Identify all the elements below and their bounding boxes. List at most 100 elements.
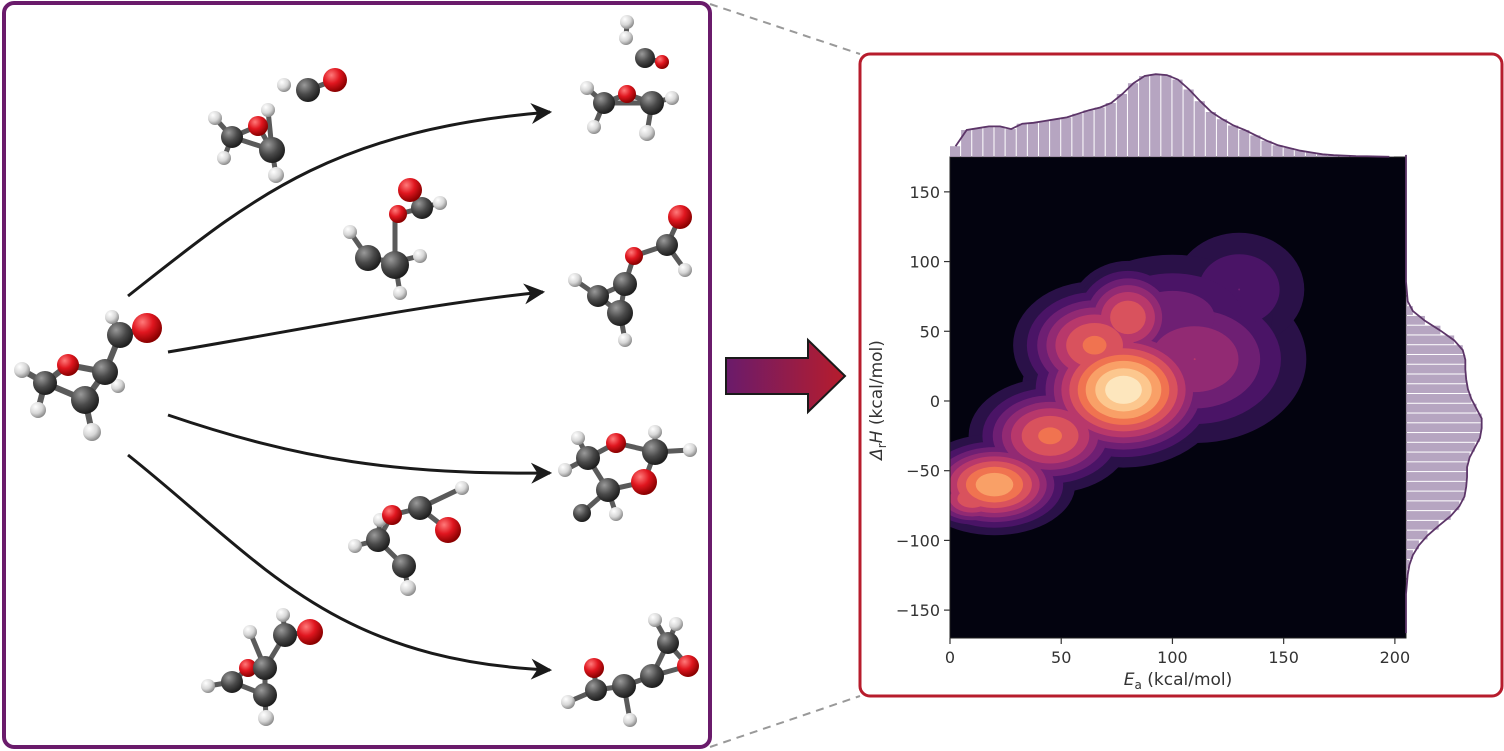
reaction-arrows bbox=[127, 103, 553, 680]
top-hist-bar bbox=[1283, 148, 1294, 157]
top-hist-bar bbox=[1216, 119, 1228, 157]
right-hist-bar bbox=[1406, 364, 1466, 374]
y-tick-label: 150 bbox=[909, 183, 940, 202]
top-hist-bar bbox=[1172, 79, 1183, 157]
x-tick-label: 150 bbox=[1268, 648, 1299, 667]
x-axis: 0 50 100 150 200 bbox=[945, 638, 1410, 667]
top-hist-bar bbox=[1294, 150, 1305, 157]
top-hist-bar bbox=[1272, 145, 1283, 157]
top-hist-bar bbox=[1250, 135, 1261, 157]
top-hist-bar bbox=[1183, 89, 1194, 157]
reaction-network-panel bbox=[2, 1, 712, 749]
kde-contour-level-7-blob-4 bbox=[975, 472, 1014, 497]
right-hist-bar bbox=[1406, 335, 1455, 345]
kde-contour-level-9-blob-0 bbox=[1105, 375, 1142, 404]
right-hist-bar bbox=[1406, 472, 1468, 481]
top-marginal-histogram bbox=[950, 73, 1394, 158]
x-tick-label: 200 bbox=[1380, 648, 1411, 667]
reactant-molecule bbox=[14, 310, 162, 441]
right-hist-bar bbox=[1406, 442, 1475, 452]
top-hist-bar bbox=[1328, 155, 1339, 157]
top-hist-bar bbox=[1194, 101, 1205, 157]
zoom-connector-top bbox=[709, 3, 861, 55]
top-hist-bar bbox=[1016, 123, 1027, 157]
right-hist-bar bbox=[1406, 306, 1413, 315]
right-hist-bar bbox=[1406, 491, 1465, 501]
product-molecule-1 bbox=[580, 15, 679, 141]
kde-contour-level-6-blob-1 bbox=[1082, 335, 1107, 355]
top-hist-bar bbox=[1317, 154, 1328, 157]
top-hist-bar bbox=[1150, 74, 1161, 157]
right-hist-bar bbox=[1406, 403, 1477, 413]
arrow-to-product-1 bbox=[127, 103, 553, 298]
y-tick-label: 100 bbox=[909, 253, 940, 272]
top-hist-bar bbox=[1038, 121, 1050, 157]
top-hist-bar bbox=[1050, 119, 1061, 157]
top-hist-bar bbox=[1228, 125, 1239, 157]
transition-arrow bbox=[725, 337, 847, 415]
right-hist-bar bbox=[1406, 345, 1463, 354]
y-tick-label: −100 bbox=[896, 531, 940, 550]
right-hist-bar bbox=[1406, 569, 1408, 579]
top-hist-bar bbox=[950, 146, 961, 157]
top-hist-bar bbox=[983, 126, 994, 157]
zoom-connector-bottom bbox=[709, 695, 861, 748]
top-hist-bar bbox=[1105, 103, 1116, 157]
top-hist-bar bbox=[1116, 94, 1127, 157]
transition-state-3 bbox=[348, 481, 469, 596]
y-tick-label: −150 bbox=[896, 601, 940, 620]
arrow-to-product-3 bbox=[167, 413, 553, 484]
y-tick-label: −50 bbox=[906, 462, 940, 481]
right-kde-line bbox=[1405, 154, 1483, 634]
top-hist-bar bbox=[1094, 107, 1105, 157]
top-hist-bar bbox=[1161, 75, 1172, 157]
top-kde-line bbox=[954, 73, 1390, 158]
right-marginal-histogram bbox=[1405, 154, 1483, 634]
top-hist-bar bbox=[1005, 129, 1016, 157]
right-hist-bar bbox=[1406, 550, 1413, 559]
kde-contour-level-5-blob-2 bbox=[1110, 300, 1146, 335]
right-hist-bar bbox=[1406, 354, 1466, 364]
top-hist-bar bbox=[1239, 130, 1250, 157]
arrow-to-product-4 bbox=[127, 453, 553, 680]
right-hist-bar bbox=[1406, 559, 1410, 569]
y-axis-label: ΔrH (kcal/mol) bbox=[867, 340, 889, 462]
right-hist-bar bbox=[1406, 394, 1472, 403]
kde-plot bbox=[949, 156, 1407, 639]
right-hist-bar bbox=[1406, 462, 1468, 472]
right-hist-bar bbox=[1406, 315, 1425, 325]
right-hist-bar bbox=[1406, 452, 1470, 462]
x-tick-label: 0 bbox=[945, 648, 955, 667]
top-hist-bar bbox=[1205, 112, 1216, 157]
right-hist-bar bbox=[1406, 501, 1460, 511]
right-hist-bar bbox=[1406, 374, 1467, 384]
right-hist-bar bbox=[1406, 511, 1451, 520]
kde-contour-level-4-blob-6 bbox=[1193, 358, 1196, 361]
right-hist-bar bbox=[1406, 413, 1482, 423]
y-tick-label: 0 bbox=[930, 392, 940, 411]
y-axis: 150 100 50 0 −50 −100 −150 bbox=[896, 183, 950, 620]
right-hist-bar bbox=[1406, 384, 1468, 394]
top-hist-bar bbox=[972, 128, 983, 157]
top-hist-bar bbox=[1305, 152, 1317, 157]
top-hist-bar bbox=[1072, 113, 1083, 157]
right-hist-bar bbox=[1406, 540, 1419, 550]
right-hist-bar bbox=[1406, 433, 1480, 442]
top-hist-bar bbox=[1127, 83, 1139, 157]
product-molecule-3 bbox=[558, 425, 697, 522]
right-hist-bar bbox=[1406, 481, 1467, 491]
top-hist-bar bbox=[1061, 117, 1072, 157]
top-hist-bar bbox=[1027, 122, 1038, 157]
transition-state-4 bbox=[201, 608, 323, 726]
x-tick-label: 50 bbox=[1051, 648, 1071, 667]
x-tick-label: 100 bbox=[1157, 648, 1188, 667]
arrow-to-product-2 bbox=[167, 283, 546, 354]
x-axis-label: Ea (kcal/mol) bbox=[1124, 670, 1233, 692]
product-molecule-2 bbox=[568, 205, 692, 347]
transition-state-1 bbox=[208, 68, 347, 183]
top-hist-bar bbox=[961, 130, 972, 157]
kde-contour-level-6-blob-3 bbox=[1038, 427, 1063, 445]
top-hist-bar bbox=[994, 126, 1005, 157]
product-molecule-4 bbox=[561, 613, 699, 727]
